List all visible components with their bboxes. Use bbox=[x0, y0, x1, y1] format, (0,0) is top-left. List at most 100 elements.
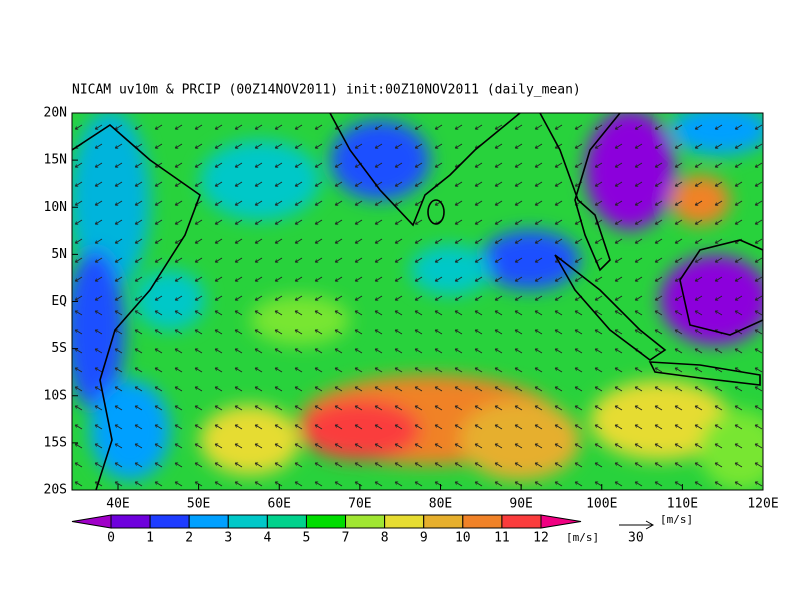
wind-arrow bbox=[154, 462, 163, 468]
wind-arrow bbox=[174, 181, 183, 187]
wind-arrow bbox=[374, 276, 383, 282]
wind-arrow bbox=[294, 295, 303, 301]
wind-arrow bbox=[414, 462, 423, 468]
wind-arrow bbox=[114, 424, 123, 430]
wind-arrow bbox=[94, 295, 103, 301]
wind-arrow bbox=[234, 424, 243, 430]
wind-arrow bbox=[494, 386, 503, 392]
wind-arrow bbox=[214, 310, 223, 316]
axes: 40E 50E 60E 70E 80E 90E 100E 110E 120E 20N 15N 10N 5… bbox=[44, 106, 779, 512]
wind-arrow bbox=[674, 257, 683, 263]
wind-arrow bbox=[94, 143, 103, 149]
wind-arrow bbox=[574, 162, 583, 168]
wind-arrow bbox=[634, 462, 643, 468]
wind-arrow bbox=[594, 200, 603, 206]
wind-arrow bbox=[334, 348, 343, 354]
colorbar-cell bbox=[266, 514, 307, 529]
wind-arrow bbox=[74, 257, 83, 263]
wind-arrow bbox=[714, 143, 723, 149]
wind-arrow bbox=[694, 219, 703, 225]
wind-arrow bbox=[414, 276, 423, 282]
wind-arrow bbox=[554, 181, 563, 187]
wind-arrow bbox=[114, 443, 123, 449]
wind-arrow bbox=[634, 310, 643, 316]
wind-arrow bbox=[74, 219, 83, 225]
wind-arrow bbox=[214, 238, 223, 244]
x-tick-label: 100E bbox=[586, 497, 617, 512]
wind-arrow bbox=[714, 462, 723, 468]
wind-arrow bbox=[734, 257, 743, 263]
wind-arrow bbox=[274, 276, 283, 282]
wind-arrow bbox=[354, 219, 363, 225]
wind-arrow bbox=[234, 367, 243, 373]
wind-arrow bbox=[334, 295, 343, 301]
wind-arrow bbox=[554, 405, 563, 411]
wind-arrow bbox=[354, 424, 363, 430]
wind-arrow bbox=[194, 295, 203, 301]
wind-arrow bbox=[574, 310, 583, 316]
wind-arrow bbox=[274, 219, 283, 225]
wind-arrow bbox=[534, 424, 543, 430]
wind-arrow bbox=[214, 162, 223, 168]
wind-arrow bbox=[654, 367, 663, 373]
wind-arrow bbox=[74, 424, 83, 430]
wind-arrow bbox=[654, 405, 663, 411]
wind-arrow bbox=[394, 386, 403, 392]
wind-arrow bbox=[614, 367, 623, 373]
wind-arrow bbox=[214, 276, 223, 282]
wind-arrow bbox=[74, 386, 83, 392]
wind-arrow bbox=[674, 143, 683, 149]
wind-arrow bbox=[254, 276, 263, 282]
wind-arrow bbox=[174, 124, 183, 130]
wind-arrow bbox=[154, 200, 163, 206]
wind-arrow bbox=[734, 386, 743, 392]
wind-arrow bbox=[154, 143, 163, 149]
wind-arrow bbox=[334, 143, 343, 149]
wind-arrow bbox=[154, 443, 163, 449]
wind-arrow bbox=[754, 181, 763, 187]
wind-arrow bbox=[454, 443, 463, 449]
x-tick-label: 110E bbox=[667, 497, 698, 512]
x-tick-label: 80E bbox=[429, 497, 452, 512]
wind-arrow bbox=[474, 443, 483, 449]
wind-arrow bbox=[674, 124, 683, 130]
wind-arrow bbox=[114, 162, 123, 168]
colorbar-cell bbox=[71, 514, 112, 529]
wind-arrow bbox=[434, 257, 443, 263]
wind-arrow bbox=[214, 143, 223, 149]
wind-arrow bbox=[674, 462, 683, 468]
wind-arrow bbox=[474, 257, 483, 263]
wind-arrow bbox=[354, 310, 363, 316]
wind-arrow bbox=[174, 257, 183, 263]
wind-arrow bbox=[554, 295, 563, 301]
wind-arrow bbox=[754, 462, 763, 468]
wind-arrow bbox=[94, 219, 103, 225]
colorbar-label: 12 bbox=[533, 531, 549, 546]
wind-arrow bbox=[154, 367, 163, 373]
wind-arrow bbox=[514, 405, 523, 411]
wind-arrow bbox=[274, 481, 283, 487]
wind-arrow bbox=[194, 367, 203, 373]
wind-arrow bbox=[94, 276, 103, 282]
wind-arrow bbox=[494, 405, 503, 411]
colorbar-cell bbox=[462, 514, 503, 529]
wind-arrow bbox=[94, 367, 103, 373]
wind-arrow bbox=[214, 329, 223, 335]
wind-arrow bbox=[354, 462, 363, 468]
wind-arrow bbox=[214, 295, 223, 301]
wind-arrow bbox=[654, 257, 663, 263]
x-tick-label: 120E bbox=[747, 497, 778, 512]
wind-arrow bbox=[654, 219, 663, 225]
wind-arrow bbox=[254, 257, 263, 263]
colorbar-label: 2 bbox=[185, 531, 193, 546]
wind-arrow bbox=[134, 329, 143, 335]
wind-arrow bbox=[634, 405, 643, 411]
wind-arrow bbox=[754, 348, 763, 354]
wind-arrow bbox=[734, 481, 743, 487]
wind-arrow bbox=[214, 181, 223, 187]
wind-arrow bbox=[574, 143, 583, 149]
wind-arrow bbox=[634, 443, 643, 449]
wind-arrow bbox=[734, 162, 743, 168]
wind-arrow bbox=[594, 295, 603, 301]
wind-arrow bbox=[394, 200, 403, 206]
